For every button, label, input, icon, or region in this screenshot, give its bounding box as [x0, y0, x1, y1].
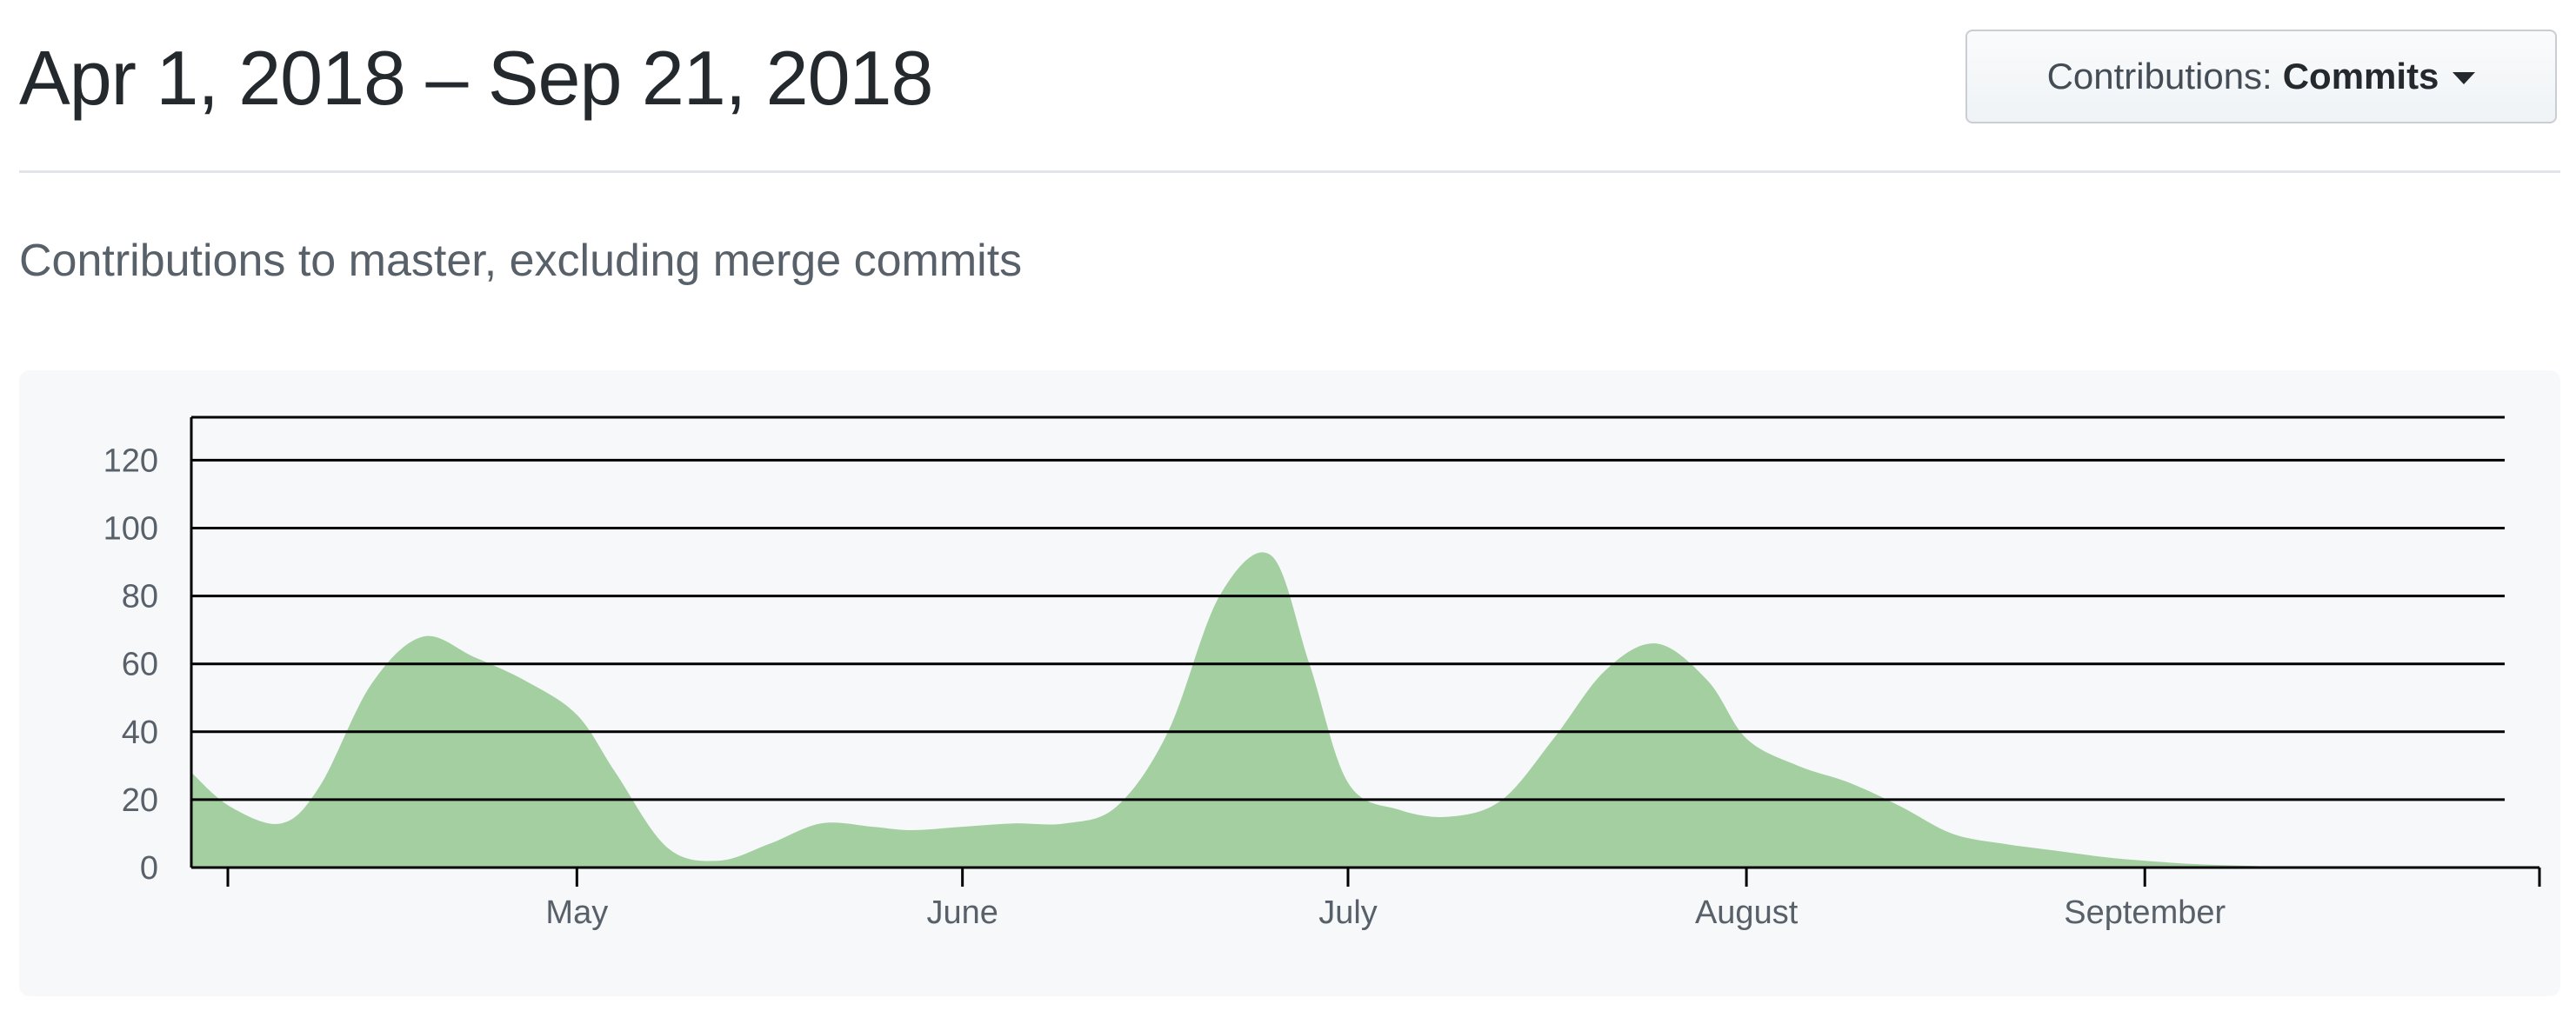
- contributions-chart: 0 20 40 60 80 100 120 May June July August Septembe…: [103, 416, 2541, 931]
- chart-container: 0 20 40 60 80 100 120 May June July August Septembe…: [19, 370, 2560, 996]
- y-tick-label: 80: [122, 579, 158, 615]
- y-tick-label: 100: [103, 511, 158, 548]
- chart-subtitle: Contributions to master, excluding merge…: [19, 236, 1023, 286]
- x-tick-label: May: [545, 894, 608, 931]
- x-tick-label: September: [2064, 894, 2226, 931]
- y-tick-label: 60: [122, 647, 158, 683]
- y-tick-label: 40: [122, 715, 158, 751]
- date-range-title: Apr 1, 2018 – Sep 21, 2018: [19, 35, 933, 121]
- page-header: Apr 1, 2018 – Sep 21, 2018 Contributions…: [19, 0, 2560, 173]
- x-tick-label: August: [1695, 894, 1799, 931]
- caret-down-icon: [2453, 72, 2476, 84]
- contributions-dropdown[interactable]: Contributions: Commits: [1965, 30, 2557, 123]
- x-tick-label: July: [1318, 894, 1378, 931]
- contributions-label: Contributions:: [2046, 56, 2272, 96]
- x-tick-label: June: [926, 894, 998, 931]
- y-tick-label: 0: [140, 850, 158, 887]
- y-tick-label: 120: [103, 442, 158, 479]
- y-tick-label: 20: [122, 782, 158, 819]
- commits-area: [191, 552, 2415, 868]
- contributions-value: Commits: [2282, 56, 2439, 96]
